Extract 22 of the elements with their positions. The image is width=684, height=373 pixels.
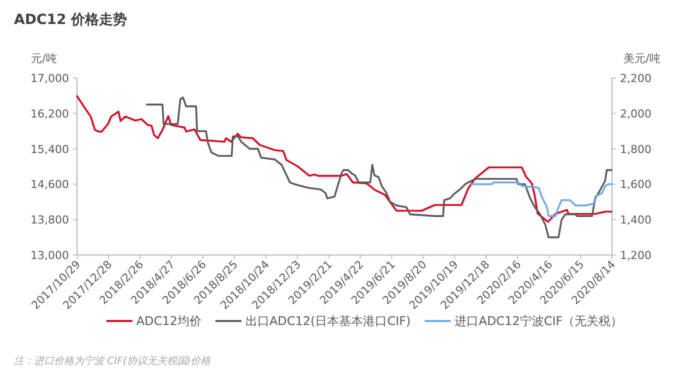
y2-tick-label: 2,200 <box>620 72 652 85</box>
y2-tick-label: 1,800 <box>620 142 652 156</box>
legend-label: 进口ADC12宁波CIF（无关税） <box>454 314 623 328</box>
legend-label: 出口ADC12(日本基本港口CIF) <box>245 314 411 328</box>
y-tick-label: 14,600 <box>30 178 69 192</box>
y2-axis-title: 美元/吨 <box>624 52 660 65</box>
y2-tick-label: 1,600 <box>620 178 652 192</box>
y2-tick-label: 2,000 <box>620 107 652 120</box>
y-tick-label: 13,000 <box>30 249 69 262</box>
line-series <box>76 95 612 223</box>
text: 注：进口价格为宁波 CIF(协议无关税国)价格 <box>14 355 212 367</box>
line-series <box>470 182 612 217</box>
y-tick-label: 13,800 <box>30 214 69 227</box>
chart-title: ADC12 价格走势 <box>14 12 128 28</box>
y2-tick-label: 1,200 <box>620 249 652 262</box>
legend-label: ADC12均价 <box>136 314 202 328</box>
line-series <box>146 96 612 238</box>
y-tick-label: 16,200 <box>30 107 69 120</box>
y-axis-title: 元/吨 <box>31 52 57 65</box>
y2-tick-label: 1,400 <box>620 214 652 227</box>
y-tick-label: 15,400 <box>30 142 69 156</box>
y-tick-label: 17,000 <box>30 72 69 85</box>
